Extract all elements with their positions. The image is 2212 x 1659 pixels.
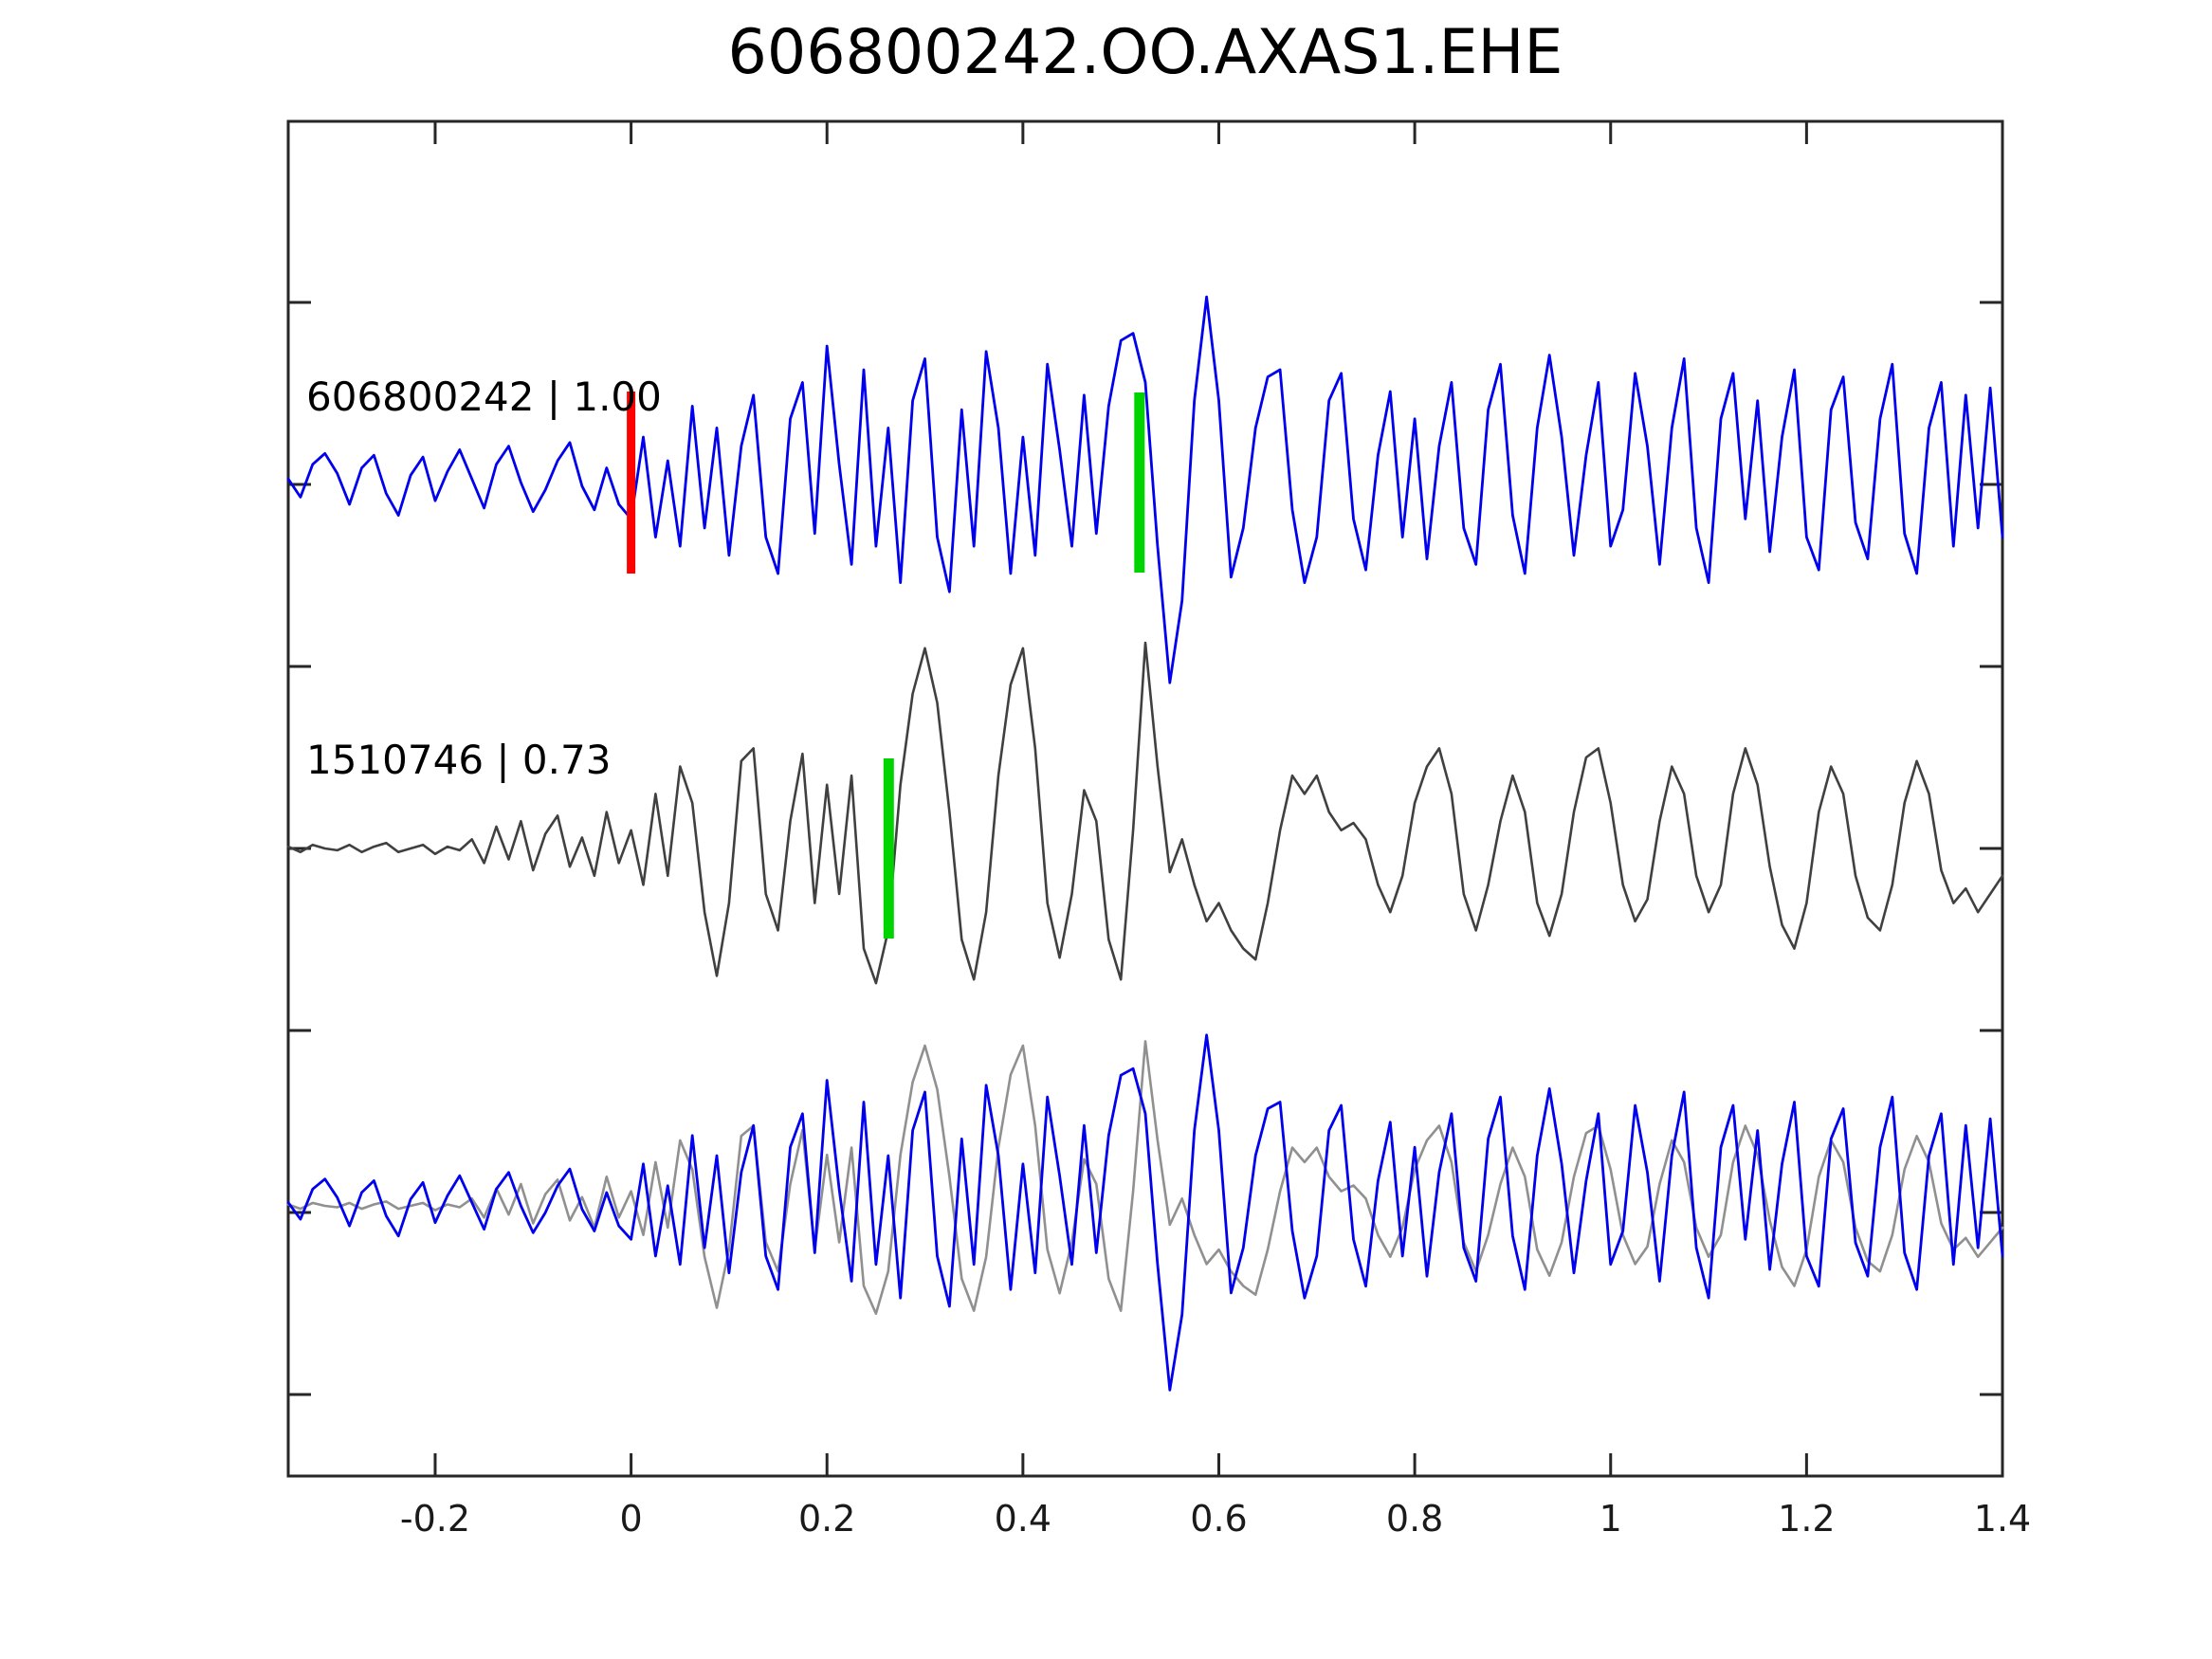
waveform-template-template xyxy=(286,641,2004,985)
x-tick-label-4: 0.6 xyxy=(1190,1498,1248,1540)
waveform-detection-detection xyxy=(286,295,2004,684)
detection-trace-label: 606800242 | 1.00 xyxy=(306,374,662,420)
x-tick-label-2: 0.2 xyxy=(798,1498,856,1540)
x-tick-label-1: 0 xyxy=(619,1498,643,1540)
waveform-overlay-detection xyxy=(286,1033,2004,1392)
waveform-overlay-template xyxy=(286,1040,2004,1315)
axes-spines xyxy=(286,119,2004,1478)
x-tick-label-6: 1 xyxy=(1599,1498,1622,1540)
x-tick-label-5: 0.8 xyxy=(1385,1498,1444,1540)
x-tick-label-8: 1.4 xyxy=(1973,1498,2032,1540)
x-tick-label-0: -0.2 xyxy=(399,1498,471,1540)
x-tick-label-7: 1.2 xyxy=(1778,1498,1836,1540)
chart-title: 606800242.OO.AXAS1.EHE xyxy=(727,17,1563,88)
template-trace-label: 1510746 | 0.73 xyxy=(306,737,612,783)
x-tick-label-3: 0.4 xyxy=(994,1498,1052,1540)
